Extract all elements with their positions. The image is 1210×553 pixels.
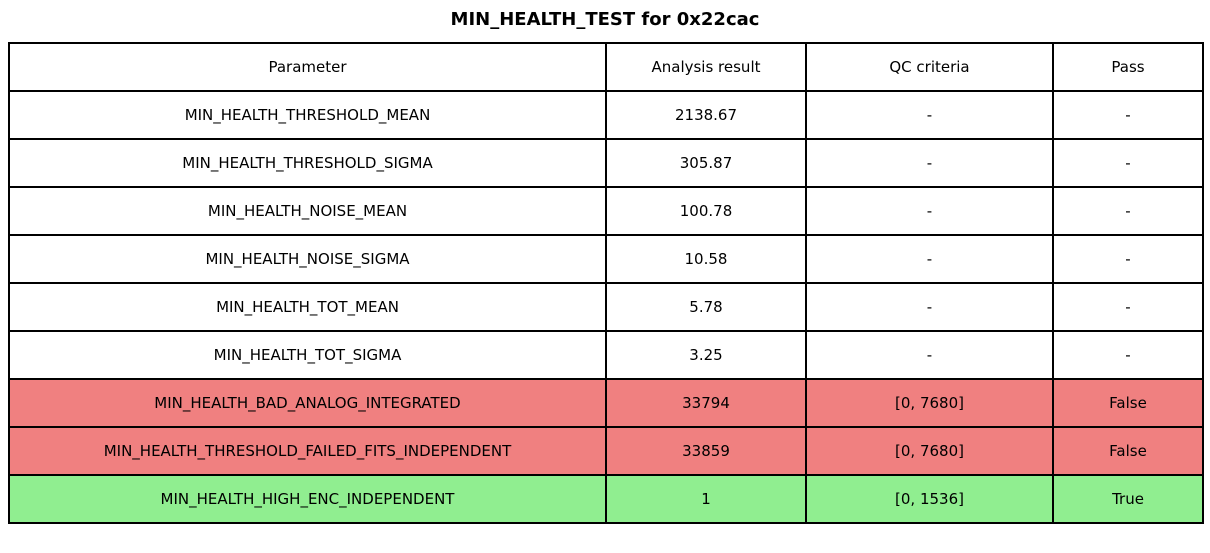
table-row: MIN_HEALTH_NOISE_MEAN 100.78 - - (8, 186, 1204, 236)
cell-qc-criteria: [0, 1536] (805, 474, 1054, 524)
table-row-failed: MIN_HEALTH_THRESHOLD_FAILED_FITS_INDEPEN… (8, 426, 1204, 476)
cell-qc-criteria: [0, 7680] (805, 378, 1054, 428)
table-row-passed: MIN_HEALTH_HIGH_ENC_INDEPENDENT 1 [0, 15… (8, 474, 1204, 524)
cell-parameter: MIN_HEALTH_THRESHOLD_MEAN (8, 90, 607, 140)
cell-qc-criteria: - (805, 282, 1054, 332)
column-header-pass: Pass (1052, 42, 1204, 92)
cell-parameter: MIN_HEALTH_HIGH_ENC_INDEPENDENT (8, 474, 607, 524)
cell-pass: - (1052, 282, 1204, 332)
cell-analysis-result: 1 (605, 474, 807, 524)
header-row: Parameter Analysis result QC criteria Pa… (8, 42, 1204, 92)
cell-parameter: MIN_HEALTH_NOISE_MEAN (8, 186, 607, 236)
cell-qc-criteria: - (805, 90, 1054, 140)
cell-qc-criteria: - (805, 138, 1054, 188)
column-header-qc-criteria: QC criteria (805, 42, 1054, 92)
page-title: MIN_HEALTH_TEST for 0x22cac (450, 9, 760, 30)
cell-analysis-result: 100.78 (605, 186, 807, 236)
cell-pass: - (1052, 138, 1204, 188)
cell-analysis-result: 305.87 (605, 138, 807, 188)
cell-parameter: MIN_HEALTH_TOT_MEAN (8, 282, 607, 332)
cell-parameter: MIN_HEALTH_THRESHOLD_SIGMA (8, 138, 607, 188)
table-row-failed: MIN_HEALTH_BAD_ANALOG_INTEGRATED 33794 [… (8, 378, 1204, 428)
qc-results-table: Parameter Analysis result QC criteria Pa… (8, 42, 1204, 524)
cell-analysis-result: 33794 (605, 378, 807, 428)
cell-qc-criteria: - (805, 186, 1054, 236)
cell-pass: False (1052, 426, 1204, 476)
cell-analysis-result: 10.58 (605, 234, 807, 284)
cell-parameter: MIN_HEALTH_NOISE_SIGMA (8, 234, 607, 284)
table-row: MIN_HEALTH_TOT_MEAN 5.78 - - (8, 282, 1204, 332)
cell-analysis-result: 2138.67 (605, 90, 807, 140)
cell-pass: False (1052, 378, 1204, 428)
cell-parameter: MIN_HEALTH_THRESHOLD_FAILED_FITS_INDEPEN… (8, 426, 607, 476)
column-header-parameter: Parameter (8, 42, 607, 92)
cell-analysis-result: 5.78 (605, 282, 807, 332)
table-row: MIN_HEALTH_TOT_SIGMA 3.25 - - (8, 330, 1204, 380)
cell-pass: - (1052, 186, 1204, 236)
table-row: MIN_HEALTH_NOISE_SIGMA 10.58 - - (8, 234, 1204, 284)
cell-qc-criteria: - (805, 330, 1054, 380)
table-row: MIN_HEALTH_THRESHOLD_MEAN 2138.67 - - (8, 90, 1204, 140)
cell-pass: True (1052, 474, 1204, 524)
cell-parameter: MIN_HEALTH_TOT_SIGMA (8, 330, 607, 380)
cell-analysis-result: 33859 (605, 426, 807, 476)
column-header-analysis-result: Analysis result (605, 42, 807, 92)
cell-pass: - (1052, 330, 1204, 380)
cell-analysis-result: 3.25 (605, 330, 807, 380)
cell-parameter: MIN_HEALTH_BAD_ANALOG_INTEGRATED (8, 378, 607, 428)
cell-qc-criteria: [0, 7680] (805, 426, 1054, 476)
table-row: MIN_HEALTH_THRESHOLD_SIGMA 305.87 - - (8, 138, 1204, 188)
cell-pass: - (1052, 234, 1204, 284)
cell-qc-criteria: - (805, 234, 1054, 284)
cell-pass: - (1052, 90, 1204, 140)
